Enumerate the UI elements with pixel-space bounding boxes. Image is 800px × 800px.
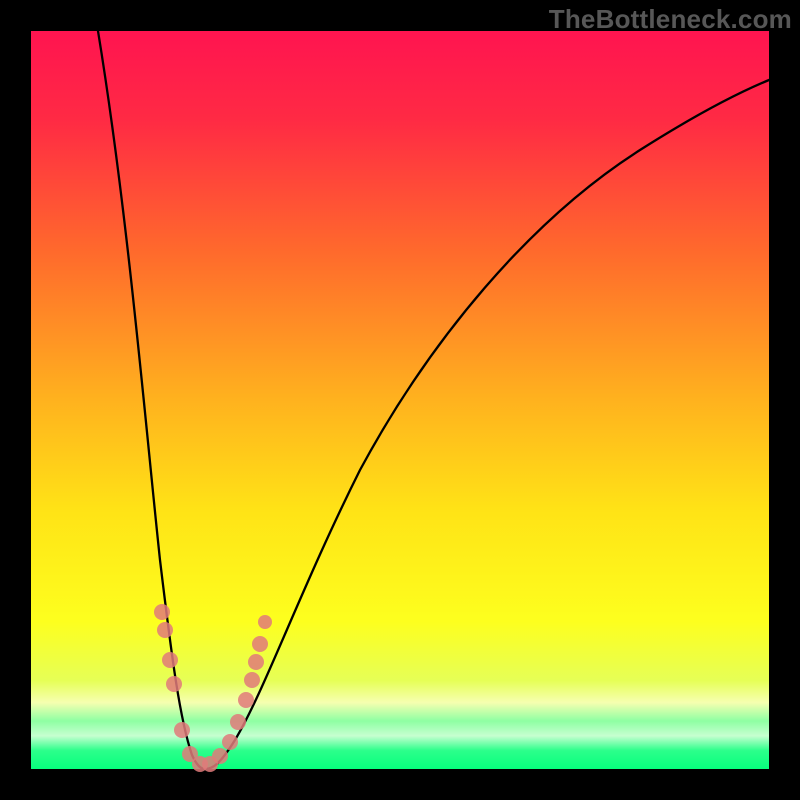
data-marker: [248, 654, 264, 670]
data-marker: [154, 604, 170, 620]
data-marker: [157, 622, 173, 638]
data-marker: [166, 676, 182, 692]
data-marker: [174, 722, 190, 738]
watermark-text: TheBottleneck.com: [549, 4, 792, 35]
data-marker: [238, 692, 254, 708]
data-marker: [222, 734, 238, 750]
bottleneck-curves: [0, 0, 800, 800]
chart-stage: TheBottleneck.com: [0, 0, 800, 800]
curve-right-branch: [205, 80, 769, 769]
data-marker: [230, 714, 246, 730]
data-marker: [162, 652, 178, 668]
data-marker: [244, 672, 260, 688]
curve-left-branch: [98, 31, 205, 769]
data-marker: [252, 636, 268, 652]
data-marker: [258, 615, 272, 629]
data-marker: [212, 748, 228, 764]
